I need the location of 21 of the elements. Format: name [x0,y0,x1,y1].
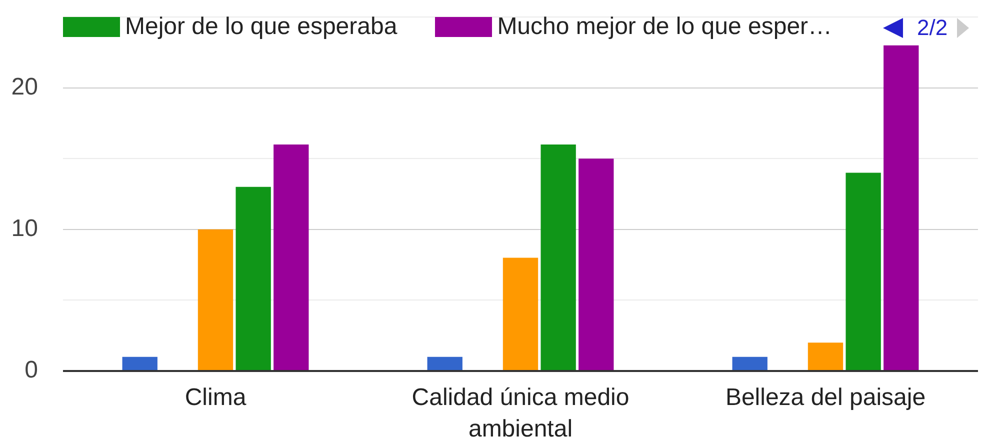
bar [502,258,538,370]
bar [198,229,234,370]
legend-label: Mucho mejor de lo que esper… [497,13,832,40]
bar [578,158,614,370]
bar [808,342,844,370]
legend-label: Mejor de lo que esperaba [125,13,398,40]
y-tick-label: 0 [24,356,38,384]
annotation: 2/2 [917,15,948,41]
y-tick-label: 10 [11,215,38,242]
bar [427,356,462,370]
bar [122,356,158,370]
x-tick-label: Calidad única medio ambiental [412,384,630,439]
y-tick-label: 20 [11,73,38,100]
bar [846,172,881,370]
x-tick-label: Belleza del paisaje [725,384,926,412]
x-tick-label: Clima [184,384,247,412]
bar [732,356,768,370]
bar [274,144,309,370]
bar [236,186,271,370]
bar [540,144,576,370]
bar [884,45,919,370]
